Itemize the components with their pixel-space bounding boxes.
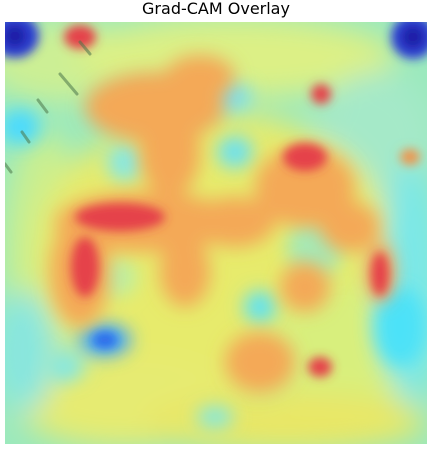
figure-title: Grad-CAM Overlay bbox=[142, 0, 290, 18]
gradcam-overlay-image bbox=[5, 22, 427, 444]
